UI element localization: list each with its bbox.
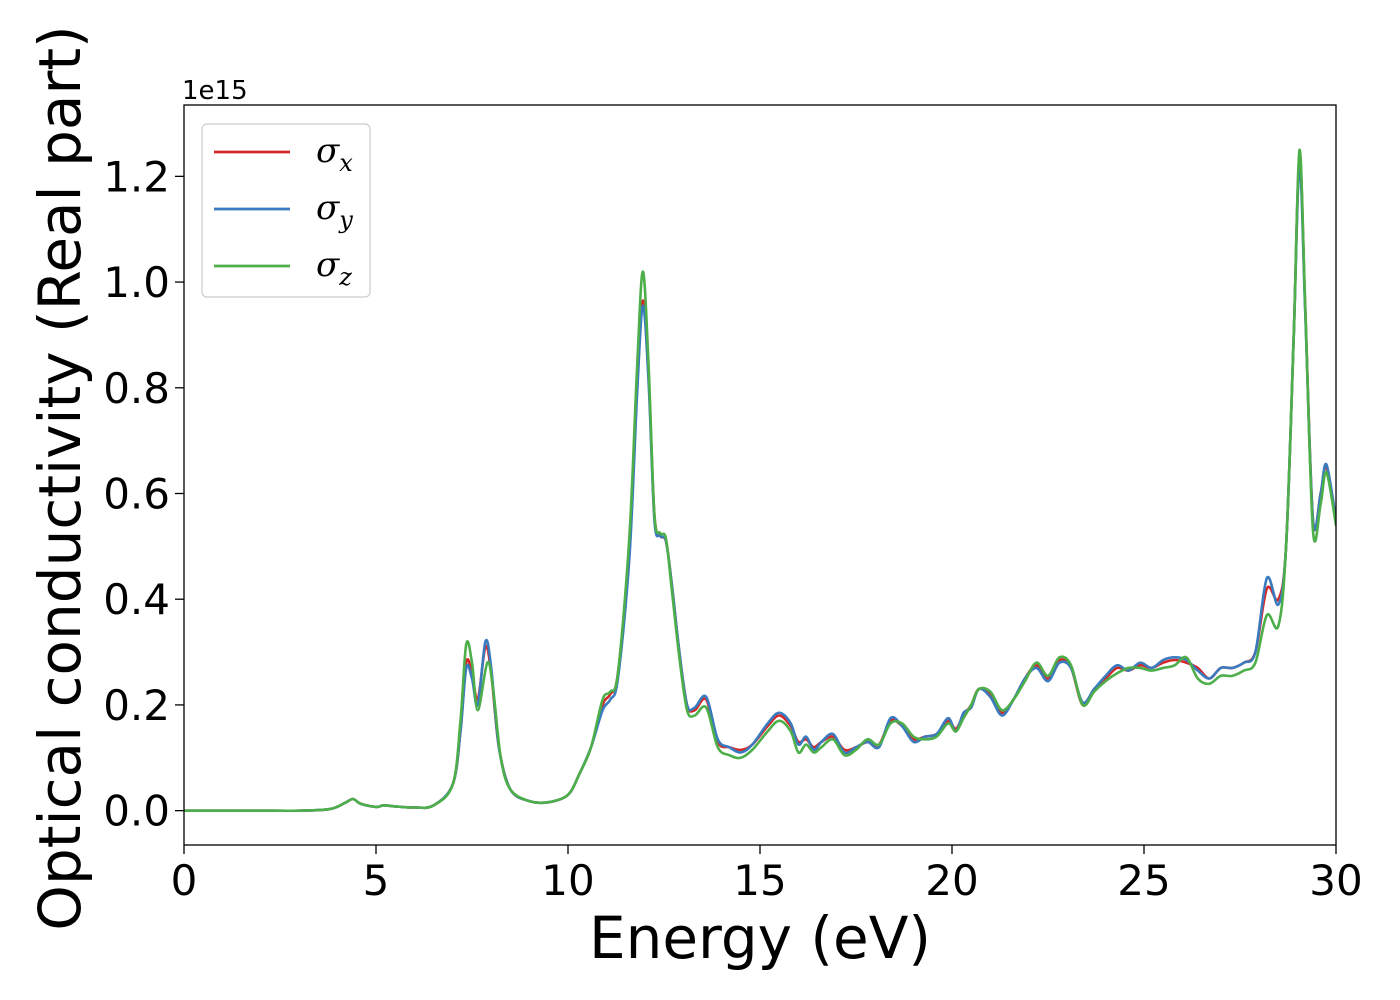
- x-tick-label: 0: [171, 856, 198, 905]
- x-tick-label: 20: [925, 856, 978, 905]
- x-tick-label: 30: [1309, 856, 1362, 905]
- series-line-z: [184, 148, 1336, 813]
- x-tick-label: 25: [1117, 856, 1170, 905]
- x-tick-label: 5: [363, 856, 390, 905]
- y-tick-label: 0.4: [103, 575, 170, 624]
- y-axis: 0.0 0.2 0.4 0.6 0.8 1.0 1.2: [103, 152, 184, 836]
- legend-label-x: σx: [316, 131, 353, 177]
- y-tick-label: 0.8: [103, 364, 170, 413]
- legend-label-z: σz: [316, 245, 352, 291]
- y-tick-label: 1.2: [103, 152, 170, 201]
- x-axis-label: Energy (eV): [589, 904, 931, 972]
- y-offset-label: 1e15: [182, 76, 248, 106]
- legend-frame: [201, 123, 371, 298]
- series-layer: [184, 148, 1336, 813]
- y-tick-label: 0.0: [103, 787, 170, 836]
- y-tick-label: 0.6: [103, 470, 170, 519]
- x-tick-label: 15: [733, 856, 786, 905]
- y-tick-label: 0.2: [103, 681, 170, 730]
- x-axis: 0 5 10 15 20 25 30: [171, 845, 1363, 905]
- legend: σx σy σz: [201, 123, 371, 298]
- legend-label-y: σy: [316, 188, 353, 234]
- x-tick-label: 10: [541, 856, 594, 905]
- y-axis-label: Optical conductivity (Real part): [26, 25, 94, 930]
- y-tick-label: 1.0: [103, 258, 170, 307]
